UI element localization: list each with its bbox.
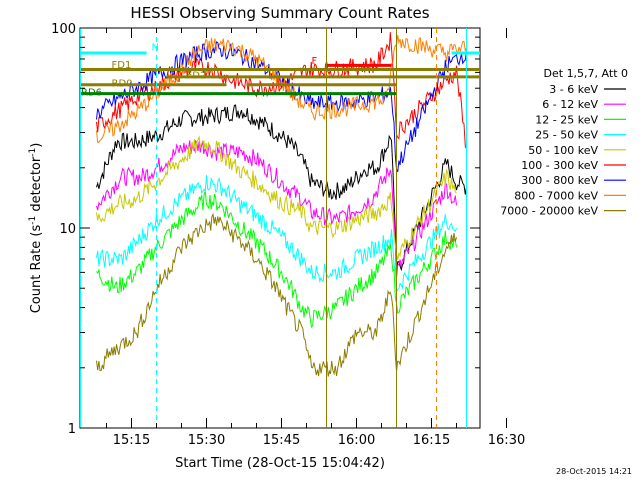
flag-label: RD0 (112, 78, 133, 89)
y-label-sup2: -1 (28, 148, 38, 157)
legend-label: 6 - 12 keV (542, 98, 598, 111)
legend-label: 25 - 50 keV (535, 129, 598, 142)
x-tick-label: 16:15 (413, 433, 450, 448)
chart-title: HESSI Observing Summary Count Rates (130, 4, 429, 22)
x-tick-label: 15:15 (113, 433, 150, 448)
series-line (96, 191, 457, 329)
series-line (96, 40, 467, 172)
flags-layer: N FD1 FD2 RD0 RD6 F (80, 43, 480, 98)
legend-label: 12 - 25 keV (535, 113, 598, 126)
legend-label: 50 - 100 keV (528, 144, 598, 157)
y-tick-label: 1 (68, 422, 76, 437)
flag-label: FD2 (187, 70, 207, 81)
legend-label: 100 - 300 keV (521, 159, 598, 172)
x-ticks-layer: 15:15 15:30 15:45 16:00 16:15 16:30 (106, 28, 525, 448)
y-tick-label: 100 (51, 22, 76, 37)
series-line (96, 212, 457, 377)
x-tick-label: 16:00 (338, 433, 375, 448)
x-axis-label: Start Time (28-Oct-15 15:04:42) (175, 456, 385, 471)
flag-label: FD1 (112, 60, 132, 71)
timestamp: 28-Oct-2015 14:21 (556, 467, 632, 476)
legend: 3 - 6 keV 6 - 12 keV 12 - 25 keV 25 - 50 ke… (500, 83, 626, 218)
y-label-part2: detector (29, 156, 44, 216)
y-tick-label: 10 (59, 222, 76, 237)
flag-label: N (152, 43, 159, 54)
x-tick-label: 15:30 (188, 433, 225, 448)
legend-label: 3 - 6 keV (549, 83, 598, 96)
vertical-markers-layer (80, 28, 467, 428)
legend-label: 7000 - 20000 keV (500, 205, 598, 218)
y-axis-label: Count Rate (s-1 detector-1) (28, 143, 44, 314)
series-line (96, 104, 467, 275)
flag-label: F (312, 56, 318, 67)
y-label-part3: ) (29, 143, 44, 148)
series-line (96, 135, 457, 260)
legend-label: 300 - 800 keV (521, 174, 598, 187)
legend-header: Det 1,5,7, Att 0 (544, 67, 628, 80)
flag-label: RD6 (81, 87, 102, 98)
y-ticks-layer: 1 10 100 (51, 22, 480, 437)
x-tick-label: 16:30 (488, 433, 525, 448)
y-label-sup1: -1 (28, 216, 38, 225)
y-label-part1: Count Rate (s (29, 225, 44, 314)
legend-label: 800 - 7000 keV (514, 189, 598, 202)
x-tick-label: 15:45 (263, 433, 300, 448)
